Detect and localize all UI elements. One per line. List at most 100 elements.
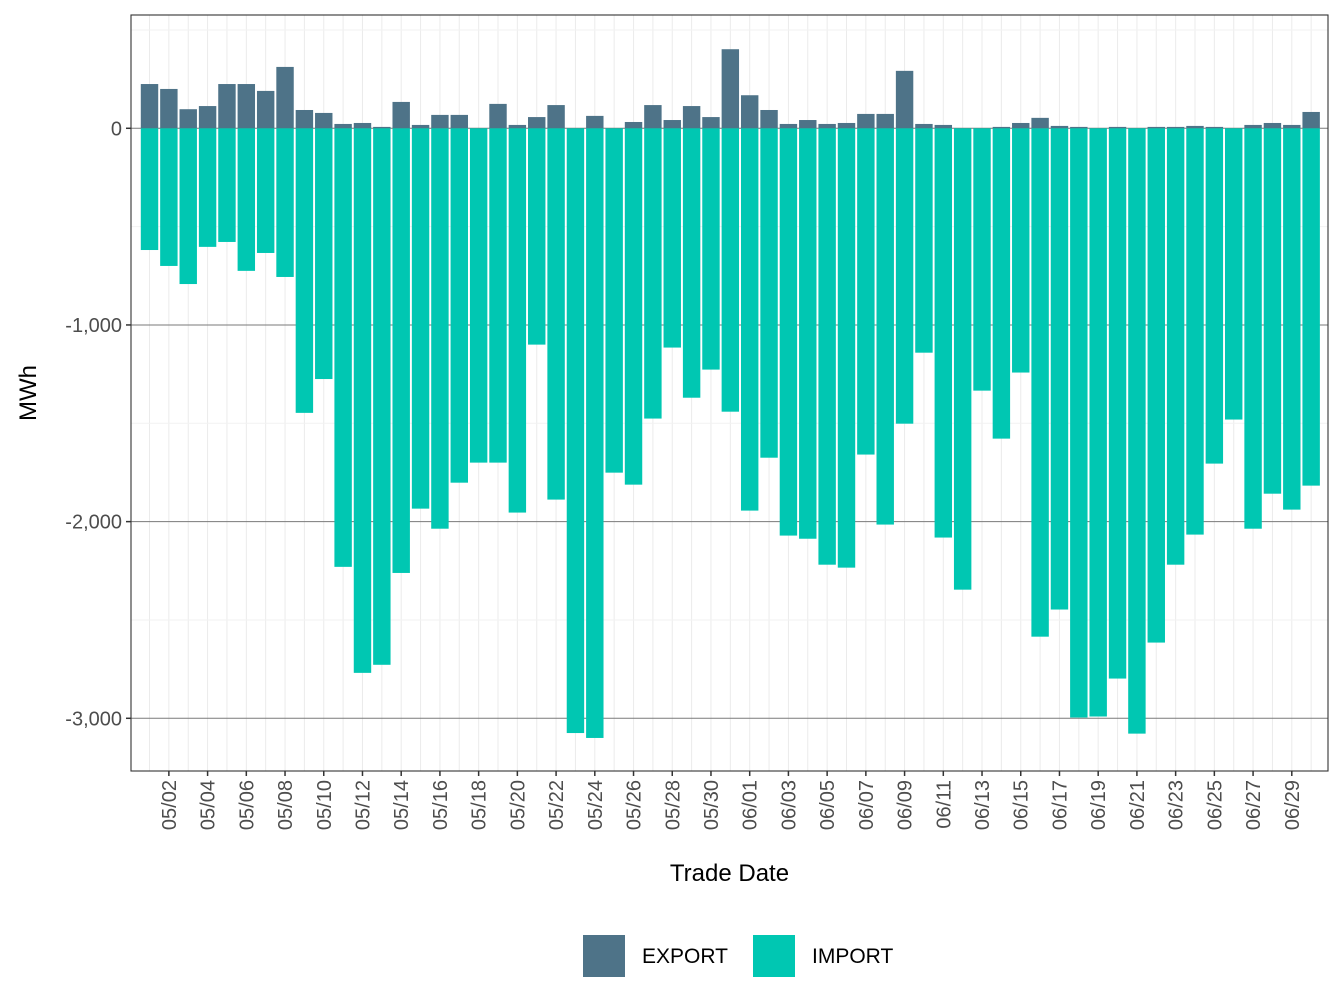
bar-export-05-05 — [218, 84, 236, 129]
x-tick-label: 06/15 — [1011, 780, 1033, 830]
bar-export-06-20 — [1108, 126, 1127, 129]
legend-label-export: EXPORT — [642, 945, 728, 968]
bar-import-05-14 — [392, 128, 410, 573]
bar-import-05-04 — [198, 128, 217, 247]
bar-import-05-15 — [411, 128, 430, 509]
bar-import-06-17 — [1050, 128, 1069, 610]
y-tick-label: -1,000 — [65, 315, 122, 337]
x-tick-label: 05/22 — [546, 780, 568, 830]
bar-import-05-16 — [431, 128, 449, 529]
bar-import-06-02 — [760, 128, 778, 458]
bar-import-06-29 — [1283, 128, 1301, 510]
bar-import-05-29 — [682, 128, 701, 398]
bar-export-06-24 — [1186, 125, 1204, 129]
bar-export-06-02 — [760, 109, 778, 129]
bar-import-05-07 — [256, 128, 275, 253]
bar-import-06-25 — [1205, 128, 1224, 464]
bar-export-05-01 — [140, 84, 159, 129]
x-tick-label: 05/02 — [159, 780, 181, 830]
bar-export-05-09 — [295, 109, 314, 129]
bar-import-05-13 — [373, 128, 391, 665]
bar-import-06-21 — [1128, 128, 1146, 734]
bars — [140, 49, 1320, 738]
y-axis-title: MWh — [15, 365, 42, 421]
bar-export-05-14 — [392, 101, 410, 129]
x-tick-label: 05/14 — [391, 780, 413, 830]
x-tick-label: 06/17 — [1049, 780, 1071, 830]
bar-export-05-29 — [682, 106, 701, 129]
bar-import-06-03 — [779, 128, 798, 536]
bar-export-05-30 — [702, 117, 720, 129]
x-tick-label: 05/06 — [236, 780, 258, 830]
x-tick-label: 05/24 — [585, 780, 607, 830]
bar-import-06-26 — [1225, 128, 1243, 420]
bar-import-06-14 — [992, 128, 1011, 439]
x-tick-label: 06/01 — [740, 780, 762, 830]
x-tick-label: 05/30 — [701, 780, 723, 830]
bar-export-06-27 — [1244, 124, 1262, 129]
bar-export-06-09 — [895, 70, 914, 129]
x-axis: 05/02 05/04 05/06 05/08 05/10 05/12 05/14 05/16… — [159, 771, 1304, 830]
bar-export-06-16 — [1031, 117, 1049, 129]
bar-import-06-07 — [857, 128, 875, 455]
x-tick-label: 05/04 — [198, 780, 220, 830]
bar-import-06-20 — [1108, 128, 1127, 679]
bar-export-06-25 — [1205, 126, 1224, 129]
bar-export-06-03 — [779, 123, 798, 129]
bar-import-05-03 — [179, 128, 197, 285]
bar-import-05-24 — [586, 128, 604, 738]
bar-export-05-03 — [179, 109, 197, 129]
bar-export-06-17 — [1050, 125, 1069, 129]
bar-import-06-30 — [1302, 128, 1320, 486]
bar-export-05-15 — [411, 124, 430, 129]
bar-export-05-07 — [256, 90, 275, 129]
x-axis-title: Trade Date — [670, 860, 789, 887]
bar-export-05-13 — [373, 126, 391, 129]
x-tick-label: 06/27 — [1243, 780, 1265, 830]
x-tick-label: 05/28 — [662, 780, 684, 830]
bar-import-06-12 — [953, 128, 972, 590]
bar-import-06-28 — [1263, 128, 1282, 494]
bar-export-06-07 — [857, 113, 875, 129]
x-tick-label: 06/21 — [1127, 780, 1149, 830]
bar-import-06-06 — [837, 128, 856, 568]
x-tick-label: 06/05 — [817, 780, 839, 830]
bar-export-05-02 — [160, 88, 178, 129]
bar-import-05-22 — [547, 128, 565, 500]
x-tick-label: 06/29 — [1282, 780, 1304, 830]
bar-import-05-17 — [450, 128, 468, 483]
x-tick-label: 06/25 — [1204, 780, 1226, 830]
x-tick-label: 06/07 — [856, 780, 878, 830]
legend-swatch-export — [583, 935, 625, 977]
bar-import-05-01 — [140, 128, 159, 251]
bar-export-05-08 — [276, 66, 294, 129]
bar-export-06-29 — [1283, 124, 1301, 129]
bar-import-05-21 — [528, 128, 546, 345]
bar-export-05-28 — [663, 120, 681, 129]
x-tick-label: 05/18 — [469, 780, 491, 830]
bar-export-06-23 — [1166, 126, 1185, 129]
bar-export-06-22 — [1147, 126, 1165, 129]
bar-import-05-25 — [605, 128, 623, 473]
bar-export-05-11 — [334, 123, 352, 129]
bar-import-05-11 — [334, 128, 352, 567]
bar-import-06-22 — [1147, 128, 1165, 643]
bar-import-06-16 — [1031, 128, 1049, 637]
bar-import-05-23 — [566, 128, 585, 734]
legend: EXPORT IMPORT — [583, 935, 893, 977]
x-tick-label: 06/03 — [778, 780, 800, 830]
bar-import-06-08 — [876, 128, 894, 525]
bar-export-06-05 — [818, 123, 836, 129]
bar-export-06-28 — [1263, 122, 1282, 129]
bar-export-06-30 — [1302, 111, 1320, 129]
y-tick-label: 0 — [111, 118, 122, 140]
bar-import-06-23 — [1166, 128, 1185, 565]
bar-export-05-10 — [315, 112, 333, 129]
bar-export-05-17 — [450, 114, 468, 129]
bar-export-06-14 — [992, 126, 1011, 129]
bar-export-05-20 — [508, 124, 527, 129]
plot-border — [130, 14, 1329, 772]
bar-import-05-30 — [702, 128, 720, 370]
bar-export-06-04 — [799, 120, 817, 129]
